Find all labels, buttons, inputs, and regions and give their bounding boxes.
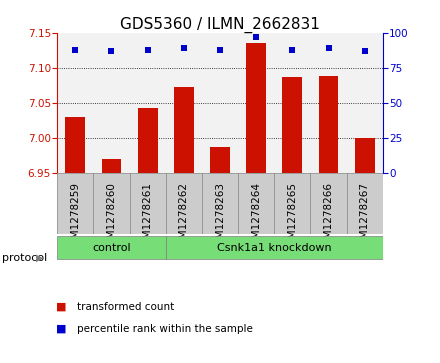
Text: GSM1278260: GSM1278260 [106, 183, 117, 252]
Text: protocol: protocol [2, 253, 48, 263]
Point [361, 48, 368, 54]
Bar [138, 108, 158, 174]
Point [72, 47, 79, 53]
Point [144, 47, 151, 53]
Bar [66, 117, 85, 174]
Point [325, 45, 332, 51]
Point [253, 34, 260, 40]
Bar [166, 236, 383, 259]
Text: ▶: ▶ [36, 253, 44, 263]
Title: GDS5360 / ILMN_2662831: GDS5360 / ILMN_2662831 [120, 16, 320, 33]
Text: Csnk1a1 knockdown: Csnk1a1 knockdown [217, 242, 332, 253]
Text: control: control [92, 242, 131, 253]
Text: GSM1278266: GSM1278266 [323, 183, 334, 252]
Bar [57, 236, 166, 259]
Bar [174, 87, 194, 174]
Text: GSM1278264: GSM1278264 [251, 183, 261, 252]
Text: GSM1278265: GSM1278265 [287, 183, 297, 252]
Text: transformed count: transformed count [77, 302, 174, 312]
Text: ■: ■ [56, 302, 67, 312]
Bar [282, 77, 302, 174]
Point [108, 48, 115, 54]
Bar [246, 43, 266, 174]
Point [216, 47, 224, 53]
Bar [102, 159, 121, 174]
Text: GSM1278261: GSM1278261 [143, 183, 153, 252]
Text: GSM1278263: GSM1278263 [215, 183, 225, 252]
Text: ■: ■ [56, 323, 67, 334]
Point [289, 47, 296, 53]
Text: GSM1278259: GSM1278259 [70, 183, 80, 252]
Bar [355, 138, 375, 174]
Bar [319, 76, 338, 174]
Text: GSM1278262: GSM1278262 [179, 183, 189, 252]
Text: GSM1278267: GSM1278267 [360, 183, 370, 252]
Point [180, 45, 187, 51]
Bar [210, 147, 230, 174]
Text: percentile rank within the sample: percentile rank within the sample [77, 323, 253, 334]
